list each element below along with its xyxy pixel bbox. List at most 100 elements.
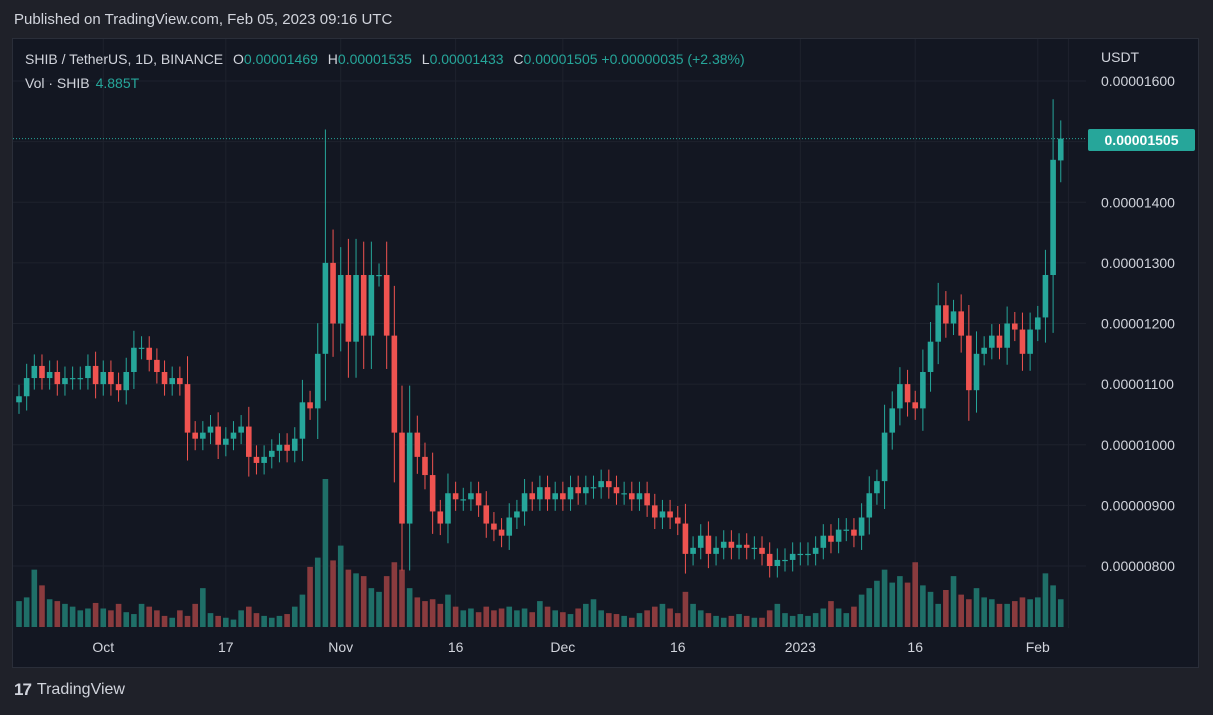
- candle-body: [606, 481, 612, 488]
- volume-bar: [958, 594, 964, 627]
- candle-body: [935, 305, 941, 342]
- volume-bar: [291, 606, 298, 627]
- volume-bar: [705, 613, 712, 627]
- candle-body: [866, 493, 873, 518]
- volume-bar: [996, 603, 1003, 627]
- volume-bar: [575, 608, 581, 627]
- volume-bar: [368, 588, 375, 627]
- volume-bar: [360, 576, 367, 627]
- candle-body: [835, 529, 842, 542]
- volume-label[interactable]: Vol · SHIB: [25, 75, 90, 91]
- candle-body: [192, 432, 198, 439]
- candle-body: [299, 402, 306, 439]
- open-value: 0.00001469: [243, 51, 318, 67]
- y-tick-label: 0.00000900: [1101, 497, 1175, 513]
- volume-bar: [966, 599, 972, 627]
- volume-bar: [544, 606, 551, 627]
- volume-bar: [238, 610, 244, 627]
- candle-body: [943, 305, 949, 324]
- volume-bar: [590, 599, 597, 627]
- candle-body: [874, 481, 880, 494]
- volume-bar: [797, 614, 804, 627]
- volume-bar: [498, 608, 505, 627]
- volume-bar: [697, 610, 704, 627]
- volume-bar: [77, 610, 84, 627]
- candle-body: [399, 432, 405, 524]
- volume-bar: [391, 562, 398, 627]
- volume-bar: [866, 588, 873, 627]
- symbol-title[interactable]: SHIB / TetherUS, 1D, BINANCE: [25, 51, 224, 67]
- candle-body: [69, 378, 76, 380]
- y-tick-label: 0.00001400: [1101, 194, 1175, 210]
- candle-body: [460, 499, 467, 501]
- volume-bar: [759, 617, 765, 627]
- volume-bar: [475, 612, 482, 627]
- volume-bar: [858, 594, 865, 627]
- candle-body: [77, 378, 84, 380]
- currency-label: USDT: [1101, 49, 1140, 65]
- candle-body: [314, 353, 321, 409]
- candle-body: [529, 493, 536, 500]
- volume-bar: [429, 599, 436, 627]
- candle-body: [851, 529, 857, 536]
- candle-body: [583, 487, 589, 494]
- candle-body: [161, 372, 168, 385]
- volume-bar: [943, 590, 949, 627]
- candle-body: [16, 396, 22, 403]
- candle-body: [46, 372, 53, 379]
- volume-bar: [460, 610, 467, 627]
- volume-bar: [927, 591, 934, 627]
- candle-body: [743, 544, 750, 548]
- candle-body: [713, 547, 719, 554]
- candle-body: [812, 547, 819, 554]
- y-tick-label: 0.00001300: [1101, 255, 1175, 271]
- volume-bar: [751, 617, 758, 627]
- volume-bar: [1057, 599, 1064, 627]
- x-tick-label: Nov: [328, 639, 353, 655]
- volume-bar: [537, 601, 543, 627]
- candle-body: [291, 438, 298, 451]
- volume-bar: [337, 545, 344, 627]
- candle-body: [552, 493, 558, 500]
- x-tick-label: 16: [907, 639, 923, 655]
- chart-frame[interactable]: [12, 38, 1199, 668]
- candle-body: [881, 432, 888, 482]
- volume-bar: [1019, 597, 1026, 627]
- candle-body: [483, 505, 490, 524]
- candle-body: [966, 335, 972, 391]
- candle-body: [920, 372, 926, 409]
- candle-body: [598, 481, 604, 488]
- volume-bar: [406, 588, 413, 627]
- candle-body: [674, 517, 681, 524]
- candle-body: [667, 511, 673, 518]
- candle-body: [307, 402, 313, 409]
- candle-body: [85, 365, 91, 379]
- candle-body: [100, 372, 107, 385]
- volume-bar: [284, 614, 290, 627]
- volume-bar: [881, 569, 888, 627]
- volume-bar: [989, 599, 995, 627]
- candle-body: [115, 384, 122, 391]
- volume-bar: [154, 610, 160, 627]
- candle-body: [368, 275, 375, 336]
- volume-bar: [131, 614, 137, 627]
- candle-body: [23, 378, 30, 397]
- candle-body: [215, 426, 221, 445]
- candle-body: [889, 408, 896, 433]
- candle-body: [391, 335, 398, 433]
- volume-bar: [713, 615, 719, 627]
- volume-bar: [353, 573, 359, 627]
- volume-bar: [1012, 601, 1018, 627]
- volume-bar: [736, 614, 742, 627]
- volume-value: 4.885T: [95, 75, 140, 91]
- brand-footer[interactable]: 17 TradingView: [14, 680, 125, 700]
- volume-bar: [261, 615, 267, 627]
- volume-bar: [682, 591, 689, 627]
- candle-body: [360, 275, 367, 336]
- volume-bar: [1004, 603, 1010, 627]
- volume-bar: [46, 599, 53, 627]
- candlestick-chart[interactable]: 0.00000800 0.00000900 0.00001000 0.00001100…: [0, 0, 1213, 670]
- volume-bar: [169, 617, 175, 627]
- volume-bar: [230, 619, 237, 627]
- candle-body: [1027, 329, 1033, 354]
